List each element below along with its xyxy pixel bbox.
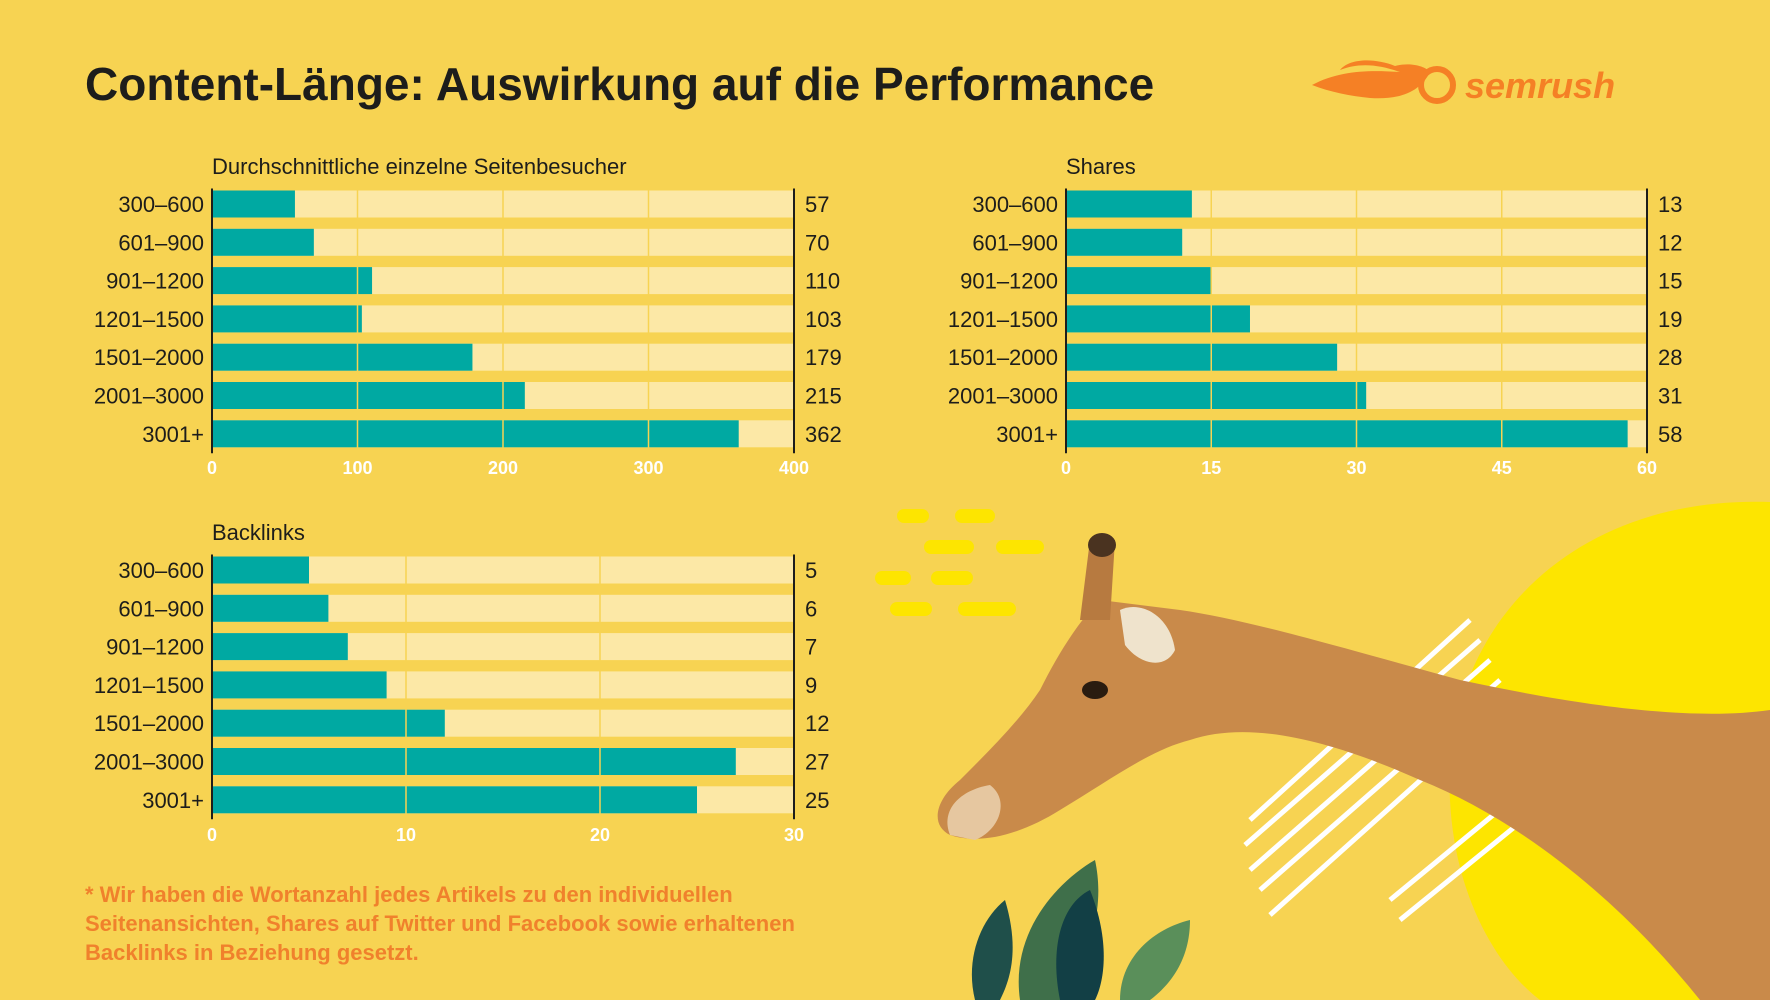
value-label: 13 (1658, 192, 1682, 217)
category-label: 300–600 (118, 192, 204, 217)
tick-label: 60 (1637, 458, 1657, 478)
bar (1066, 343, 1338, 371)
bar (212, 556, 309, 584)
value-label: 6 (805, 596, 817, 621)
charts: Durchschnittliche einzelne Seitenbesuche… (94, 154, 1683, 845)
tick-label: 200 (488, 458, 518, 478)
category-label: 2001–3000 (94, 750, 204, 775)
chart-title: Durchschnittliche einzelne Seitenbesuche… (212, 154, 627, 179)
tick-label: 10 (396, 825, 416, 845)
semrush-logo: semrush (1312, 60, 1615, 106)
bar-chart: Durchschnittliche einzelne Seitenbesuche… (94, 154, 842, 478)
category-label: 601–900 (118, 230, 204, 255)
fire-icon (1312, 60, 1430, 99)
category-label: 901–1200 (106, 635, 204, 660)
category-label: 1501–2000 (948, 345, 1058, 370)
category-label: 2001–3000 (94, 384, 204, 409)
tick-label: 100 (342, 458, 372, 478)
category-label: 300–600 (118, 558, 204, 583)
value-label: 70 (805, 230, 829, 255)
bar (1066, 420, 1628, 448)
chart-title: Backlinks (212, 520, 305, 545)
bar (212, 228, 314, 256)
footnote-line: Backlinks in Beziehung gesetzt. (85, 940, 419, 965)
value-label: 12 (805, 711, 829, 736)
bar (1066, 382, 1367, 409)
dash-marks (875, 509, 1044, 616)
value-label: 215 (805, 384, 842, 409)
tick-label: 30 (784, 825, 804, 845)
value-label: 5 (805, 558, 817, 583)
footnote: * Wir haben die Wortanzahl jedes Artikel… (85, 882, 795, 965)
value-label: 19 (1658, 307, 1682, 332)
bar (212, 420, 739, 448)
bar (212, 671, 387, 699)
bar-chart: Shares 300–600 13 601–900 12 901–1200 15 1201–1… (948, 154, 1683, 478)
value-label: 31 (1658, 384, 1682, 409)
category-label: 1501–2000 (94, 345, 204, 370)
bar (1066, 305, 1250, 333)
bar (1066, 190, 1192, 218)
chart-title: Shares (1066, 154, 1136, 179)
category-label: 1201–1500 (94, 307, 204, 332)
bar-chart: Backlinks 300–600 5 601–900 6 901–1200 7 1201–1… (94, 520, 830, 845)
category-label: 601–900 (972, 230, 1058, 255)
tick-label: 0 (207, 458, 217, 478)
logo-text: semrush (1465, 65, 1615, 106)
tick-label: 300 (633, 458, 663, 478)
tick-label: 15 (1201, 458, 1221, 478)
tick-label: 30 (1346, 458, 1366, 478)
value-label: 179 (805, 345, 842, 370)
bar (1066, 267, 1212, 295)
category-label: 3001+ (142, 422, 204, 447)
category-label: 1201–1500 (94, 673, 204, 698)
bar (212, 633, 348, 661)
category-label: 1501–2000 (94, 711, 204, 736)
category-label: 3001+ (142, 788, 204, 813)
value-label: 9 (805, 673, 817, 698)
leaves-illustration (971, 860, 1190, 1000)
giraffe-illustration (937, 533, 1770, 1000)
value-label: 57 (805, 192, 829, 217)
value-label: 27 (805, 750, 829, 775)
category-label: 3001+ (996, 422, 1058, 447)
bar (212, 786, 697, 814)
decoration (875, 501, 1770, 1000)
value-label: 110 (805, 269, 840, 294)
category-label: 2001–3000 (948, 384, 1058, 409)
value-label: 15 (1658, 269, 1682, 294)
value-label: 25 (805, 788, 829, 813)
bar (212, 748, 736, 775)
bar (212, 267, 373, 295)
value-label: 7 (805, 635, 817, 660)
category-label: 901–1200 (960, 269, 1058, 294)
tick-label: 0 (1061, 458, 1071, 478)
value-label: 12 (1658, 230, 1682, 255)
footnote-line: * Wir haben die Wortanzahl jedes Artikel… (85, 882, 733, 907)
category-label: 1201–1500 (948, 307, 1058, 332)
bar (212, 343, 473, 371)
bar (212, 190, 295, 218)
category-label: 601–900 (118, 596, 204, 621)
tick-label: 400 (779, 458, 809, 478)
tick-label: 20 (590, 825, 610, 845)
bar (212, 709, 445, 737)
value-label: 28 (1658, 345, 1682, 370)
tick-label: 0 (207, 825, 217, 845)
bar (212, 382, 525, 409)
logo-ball-icon (1418, 66, 1456, 104)
bar (212, 594, 329, 622)
value-label: 103 (805, 307, 842, 332)
bar (212, 305, 362, 333)
value-label: 58 (1658, 422, 1682, 447)
tick-label: 45 (1492, 458, 1512, 478)
value-label: 362 (805, 422, 842, 447)
category-label: 901–1200 (106, 269, 204, 294)
footnote-line: Seitenansichten, Shares auf Twitter und … (85, 911, 795, 936)
page-title: Content-Länge: Auswirkung auf die Perfor… (85, 58, 1154, 110)
bar (1066, 228, 1183, 256)
category-label: 300–600 (972, 192, 1058, 217)
